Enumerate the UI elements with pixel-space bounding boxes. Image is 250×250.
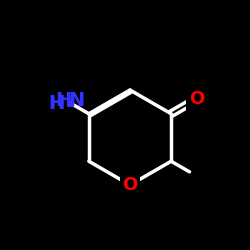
Text: O: O [122, 176, 138, 194]
Text: 2: 2 [66, 97, 74, 110]
Text: O: O [189, 90, 204, 108]
Text: N: N [68, 91, 85, 110]
Text: H: H [48, 94, 64, 112]
Text: H: H [55, 91, 71, 110]
Text: H: H [48, 94, 64, 112]
